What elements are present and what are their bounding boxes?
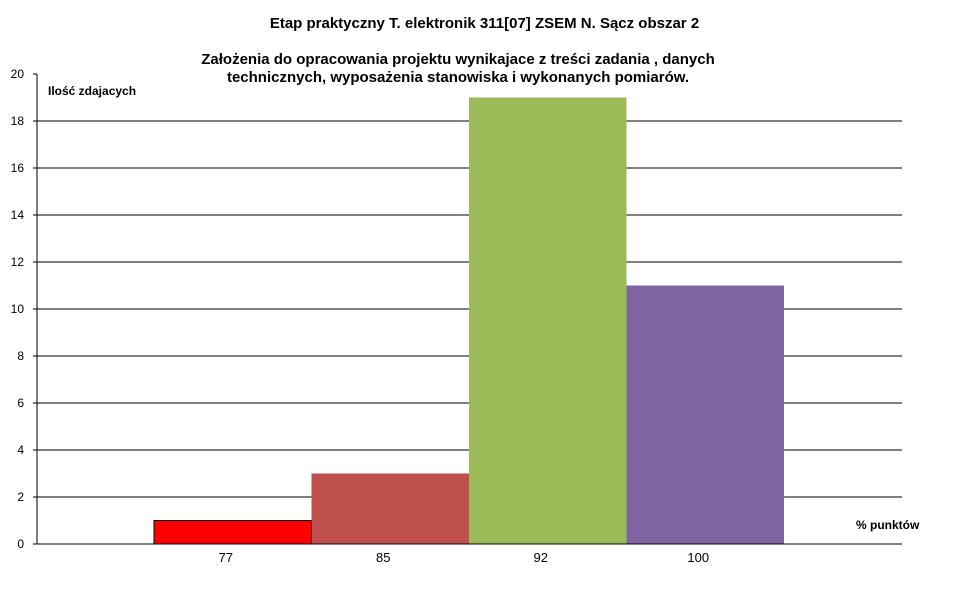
y-tick-label-4: 4 xyxy=(17,443,24,457)
y-tick-label-6: 6 xyxy=(17,396,24,410)
y-tick-label-20: 20 xyxy=(11,67,25,81)
y-axis-label: Ilość zdajacych xyxy=(48,84,136,98)
bar-85 xyxy=(311,473,469,544)
bar-77 xyxy=(153,520,312,545)
x-tick-labels: 77 85 92 100 xyxy=(219,550,710,565)
y-tick-label-16: 16 xyxy=(11,161,25,175)
x-tick-label-77: 77 xyxy=(219,550,233,565)
y-tick-label-10: 10 xyxy=(11,302,25,316)
bars xyxy=(153,97,784,545)
y-tick-label-12: 12 xyxy=(11,255,25,269)
bar-100 xyxy=(626,285,784,544)
y-tick-label-18: 18 xyxy=(11,114,25,128)
y-tick-label-0: 0 xyxy=(17,537,24,551)
chart-subtitle: Założenia do opracowania projektu wynika… xyxy=(0,51,916,87)
x-tick-label-100: 100 xyxy=(687,550,709,565)
x-axis-label: % punktów xyxy=(856,518,920,532)
y-tick-label-2: 2 xyxy=(17,490,24,504)
bar-92 xyxy=(469,97,627,544)
y-tick-label-14: 14 xyxy=(11,208,25,222)
subtitle-line-2: technicznych, wyposażenia stanowiska i w… xyxy=(226,69,690,86)
y-tick-label-8: 8 xyxy=(17,349,24,363)
axes xyxy=(36,74,902,545)
subtitle-line-1: Założenia do opracowania projektu wynika… xyxy=(201,51,715,68)
x-tick-label-92: 92 xyxy=(534,550,548,565)
y-tick-labels: 0 2 4 6 8 10 12 14 16 18 20 xyxy=(11,67,25,551)
chart-title: Etap praktyczny T. elektronik 311[07] ZS… xyxy=(269,15,700,32)
x-tick-label-85: 85 xyxy=(376,550,390,565)
